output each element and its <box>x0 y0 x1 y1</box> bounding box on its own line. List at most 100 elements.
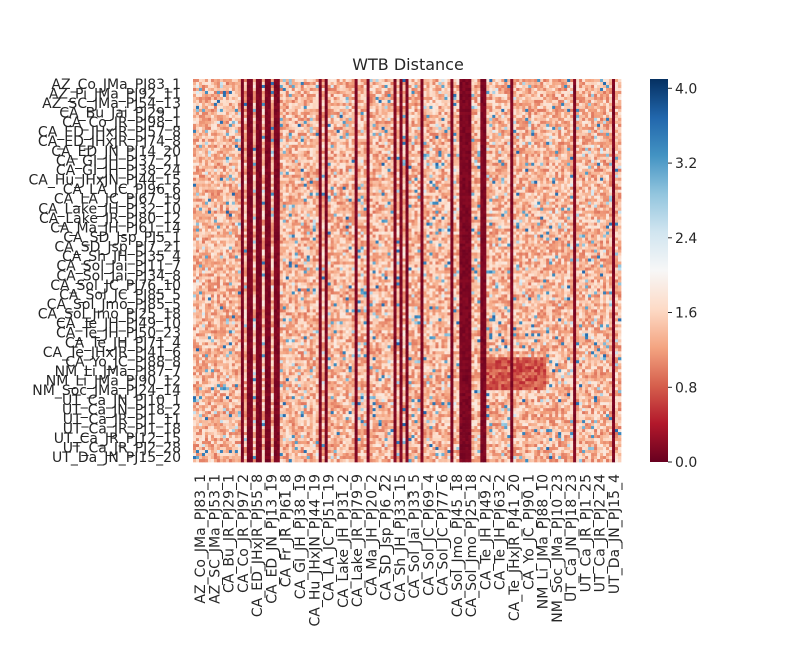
heatmap-cell <box>361 169 364 172</box>
heatmap-cell <box>265 130 268 133</box>
heatmap-cell <box>492 112 495 115</box>
heatmap-cell <box>208 115 211 118</box>
heatmap-cell <box>340 178 343 181</box>
heatmap-cell <box>507 121 510 124</box>
heatmap-cell <box>438 94 441 97</box>
heatmap-cell <box>262 127 265 130</box>
heatmap-cell <box>573 94 576 97</box>
heatmap-cell <box>199 151 202 154</box>
heatmap-cell <box>277 169 280 172</box>
heatmap-cell <box>597 145 600 148</box>
heatmap-cell <box>379 97 382 100</box>
heatmap-cell <box>612 124 615 127</box>
heatmap-cell <box>462 106 465 109</box>
heatmap-cell <box>480 106 483 109</box>
heatmap-cell <box>513 136 516 139</box>
heatmap-cell <box>573 175 576 178</box>
heatmap-cell <box>319 145 322 148</box>
heatmap-cell <box>534 85 537 88</box>
heatmap-cell <box>576 169 579 172</box>
heatmap-cell <box>214 103 217 106</box>
heatmap-cell <box>262 178 265 181</box>
heatmap-cell <box>600 133 603 136</box>
heatmap-cell <box>310 85 313 88</box>
heatmap-cell <box>289 100 292 103</box>
heatmap-cell <box>450 91 453 94</box>
heatmap-cell <box>361 124 364 127</box>
heatmap-cell <box>471 106 474 109</box>
heatmap-cell <box>453 181 456 184</box>
heatmap-cell <box>196 112 199 115</box>
heatmap-cell <box>498 121 501 124</box>
heatmap-cell <box>504 166 507 169</box>
heatmap-cell <box>606 136 609 139</box>
heatmap-cell <box>552 145 555 148</box>
heatmap-cell <box>352 97 355 100</box>
heatmap-cell <box>238 94 241 97</box>
heatmap-cell <box>298 94 301 97</box>
heatmap-cell <box>423 115 426 118</box>
heatmap-cell <box>594 130 597 133</box>
heatmap-cell <box>382 145 385 148</box>
heatmap-cell <box>397 154 400 157</box>
heatmap-cell <box>609 79 612 82</box>
heatmap-cell <box>465 103 468 106</box>
heatmap-cell <box>579 82 582 85</box>
heatmap-cell <box>435 181 438 184</box>
heatmap-cell <box>364 169 367 172</box>
heatmap-cell <box>289 178 292 181</box>
heatmap-cell <box>486 124 489 127</box>
heatmap-cell <box>373 133 376 136</box>
heatmap-cell <box>244 115 247 118</box>
heatmap-cell <box>618 175 621 178</box>
heatmap-cell <box>211 181 214 184</box>
heatmap-cell <box>265 97 268 100</box>
heatmap-cell <box>528 82 531 85</box>
heatmap-cell <box>579 148 582 151</box>
heatmap-cell <box>498 145 501 148</box>
heatmap-cell <box>268 136 271 139</box>
heatmap-cell <box>214 85 217 88</box>
heatmap-cell <box>618 112 621 115</box>
heatmap-cell <box>600 88 603 91</box>
heatmap-cell <box>495 148 498 151</box>
heatmap-cell <box>450 106 453 109</box>
heatmap-cell <box>588 130 591 133</box>
heatmap-cell <box>265 82 268 85</box>
heatmap-cell <box>199 160 202 163</box>
heatmap-cell <box>253 118 256 121</box>
heatmap-cell <box>400 154 403 157</box>
heatmap-cell <box>435 118 438 121</box>
heatmap-cell <box>325 91 328 94</box>
heatmap-cell <box>286 112 289 115</box>
heatmap-cell <box>406 160 409 163</box>
heatmap-cell <box>196 175 199 178</box>
heatmap-cell <box>247 157 250 160</box>
heatmap-cell <box>331 130 334 133</box>
heatmap-cell <box>540 106 543 109</box>
heatmap-cell <box>310 154 313 157</box>
heatmap-cell <box>591 148 594 151</box>
heatmap-cell <box>235 166 238 169</box>
heatmap-cell <box>286 142 289 145</box>
heatmap-cell <box>409 133 412 136</box>
heatmap-cell <box>513 154 516 157</box>
heatmap-cell <box>537 94 540 97</box>
heatmap-cell <box>576 118 579 121</box>
heatmap-cell <box>555 133 558 136</box>
heatmap-cell <box>397 163 400 166</box>
heatmap-cell <box>615 142 618 145</box>
heatmap-cell <box>594 136 597 139</box>
heatmap-cell <box>510 145 513 148</box>
heatmap-cell <box>268 109 271 112</box>
heatmap-cell <box>561 145 564 148</box>
heatmap-cell <box>277 181 280 184</box>
heatmap-cell <box>340 157 343 160</box>
heatmap-cell <box>343 82 346 85</box>
heatmap-cell <box>579 100 582 103</box>
heatmap-cell <box>316 157 319 160</box>
heatmap-cell <box>432 139 435 142</box>
heatmap-cell <box>510 91 513 94</box>
heatmap-cell <box>361 160 364 163</box>
heatmap-cell <box>394 100 397 103</box>
